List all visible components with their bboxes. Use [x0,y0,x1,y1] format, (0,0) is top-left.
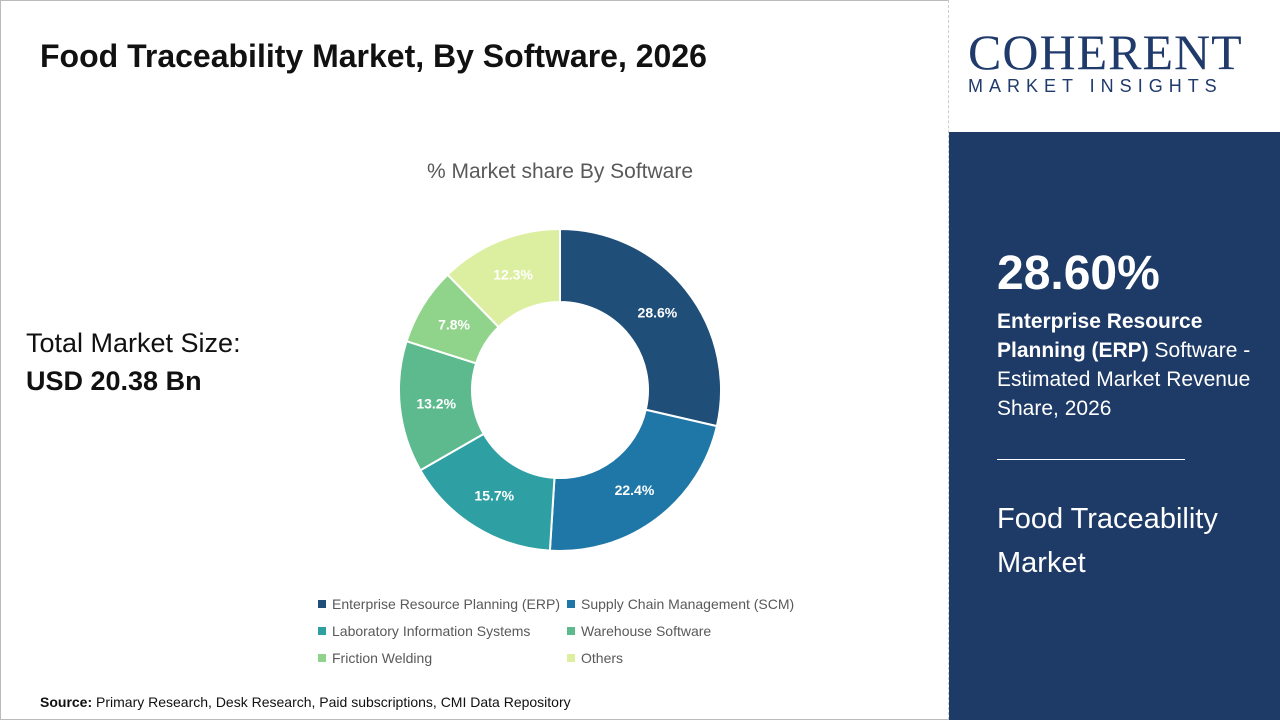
slice-others [446,227,561,329]
legend-swatch [567,627,575,635]
slice-supply-chain-management-scm [548,408,719,552]
legend-swatch [567,600,575,608]
legend-swatch [318,654,326,662]
total-market-size: Total Market Size: USD 20.38 Bn [26,324,241,400]
slice-enterprise-resource-planning-erp [559,227,722,428]
logo-tagline: MARKET INSIGHTS [968,76,1223,96]
chart-title: % Market share By Software [426,160,694,183]
page-title: Food Traceability Market, By Software, 2… [40,38,707,74]
market-name: Food Traceability Market [997,503,1218,579]
total-label: Total Market Size: [26,328,241,358]
highlight-segment: Enterprise Resource Planning (ERP) [997,310,1203,362]
legend-label: Friction Welding [332,650,433,666]
legend-label: Supply Chain Management (SCM) [581,596,795,612]
legend-item: Supply Chain Management (SCM) [567,596,794,612]
data-label: 13.2% [416,395,456,411]
legend-label: Warehouse Software [581,623,712,639]
highlight-value: 28.60% [997,247,1160,300]
legend-swatch [567,654,575,662]
data-label: 7.8% [438,317,470,333]
total-value: USD 20.38 Bn [26,366,202,396]
donut-chart: 28.6% 22.4% 15.7% 13.2% 7.8% 12.3% [398,227,722,552]
data-label: 15.7% [474,488,514,504]
legend-swatch [318,600,326,608]
source-note: Source: Primary Research, Desk Research,… [40,694,571,710]
data-label: 28.6% [638,304,678,320]
highlight-description: Enterprise Resource Planning (ERP) Softw… [997,307,1267,423]
highlight-rest: Software - Estimated Market Revenue Shar… [997,339,1251,420]
legend-item: Enterprise Resource Planning (ERP) [318,596,560,612]
legend-item: Warehouse Software [567,623,711,639]
legend-item: Friction Welding [318,650,432,666]
source-label: Source: [40,694,93,710]
legend-item: Laboratory Information Systems [318,623,530,639]
legend-label: Others [581,650,624,666]
data-label: 12.3% [493,267,533,283]
data-label: 22.4% [615,482,655,498]
legend-label: Enterprise Resource Planning (ERP) [332,596,560,612]
legend-swatch [318,627,326,635]
highlight-panel [949,132,1280,720]
legend-label: Laboratory Information Systems [332,623,531,639]
divider [997,459,1185,460]
legend-item: Others [567,650,623,666]
source-text: Primary Research, Desk Research, Paid su… [92,694,571,710]
coherent-logo: COHERENT MARKET INSIGHTS [968,24,1268,97]
logo-name: COHERENT [968,24,1243,80]
